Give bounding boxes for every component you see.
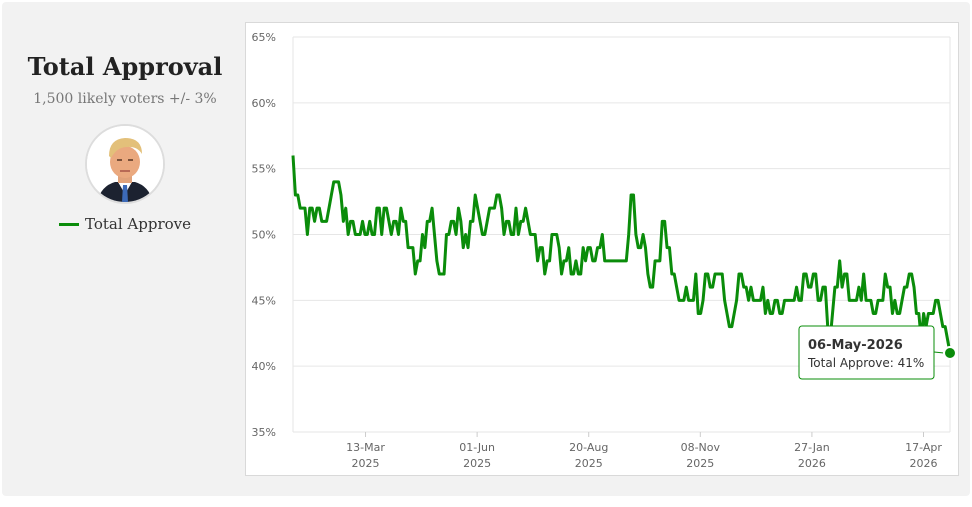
legend-label: Total Approve bbox=[85, 215, 191, 233]
x-tick-label: 20-Aug bbox=[569, 441, 608, 454]
y-tick-label: 50% bbox=[252, 229, 276, 242]
x-tick-label: 08-Nov bbox=[681, 441, 721, 454]
tooltip-connector bbox=[933, 351, 945, 354]
y-tick-label: 40% bbox=[252, 360, 276, 373]
x-tick-year-label: 2026 bbox=[798, 457, 826, 470]
legend-line-icon bbox=[59, 222, 79, 226]
tooltip: 06-May-2026 Total Approve: 41% bbox=[798, 325, 935, 380]
chart-container: 35% 40% 45% 50% 55% 60% 65% 13-Mar 2025 01-Jun 20… bbox=[245, 22, 959, 476]
tooltip-date: 06-May-2026 bbox=[808, 338, 903, 353]
x-tick-label: 01-Jun bbox=[459, 441, 495, 454]
y-tick-label: 45% bbox=[252, 294, 276, 307]
line-chart[interactable]: 35% 40% 45% 50% 55% 60% 65% 13-Mar 2025 01-Jun 20… bbox=[246, 23, 958, 475]
tooltip-value: Total Approve: 41% bbox=[807, 356, 924, 370]
avatar bbox=[85, 124, 165, 204]
tooltip-box bbox=[798, 325, 935, 380]
page-title: Total Approval bbox=[27, 52, 223, 81]
x-tick-year-label: 2025 bbox=[686, 457, 714, 470]
hover-point[interactable] bbox=[943, 346, 957, 360]
x-tick-year-label: 2025 bbox=[463, 457, 491, 470]
y-tick-label: 60% bbox=[252, 97, 276, 110]
portrait-image bbox=[87, 126, 163, 202]
x-tick-label: 13-Mar bbox=[346, 441, 385, 454]
x-tick-label: 17-Apr bbox=[905, 441, 942, 454]
x-tick-year-label: 2025 bbox=[575, 457, 603, 470]
x-tick-year-label: 2025 bbox=[352, 457, 380, 470]
y-axis: 35% 40% 45% 50% 55% 60% 65% bbox=[252, 31, 276, 439]
legend[interactable]: Total Approve bbox=[2, 215, 248, 233]
y-tick-label: 55% bbox=[252, 163, 276, 176]
y-tick-label: 65% bbox=[252, 31, 276, 44]
series-line-total-approve[interactable] bbox=[291, 155, 952, 354]
x-tick-year-label: 2026 bbox=[909, 457, 937, 470]
page-subtitle: 1,500 likely voters +/- 3% bbox=[33, 91, 217, 107]
y-tick-label: 35% bbox=[252, 426, 276, 439]
x-tick-label: 27-Jan bbox=[794, 441, 830, 454]
sidebar: Total Approval 1,500 likely voters +/- 3… bbox=[2, 2, 248, 496]
x-axis: 13-Mar 2025 01-Jun 2025 20-Aug 2025 08-Nov 2025… bbox=[346, 432, 942, 470]
